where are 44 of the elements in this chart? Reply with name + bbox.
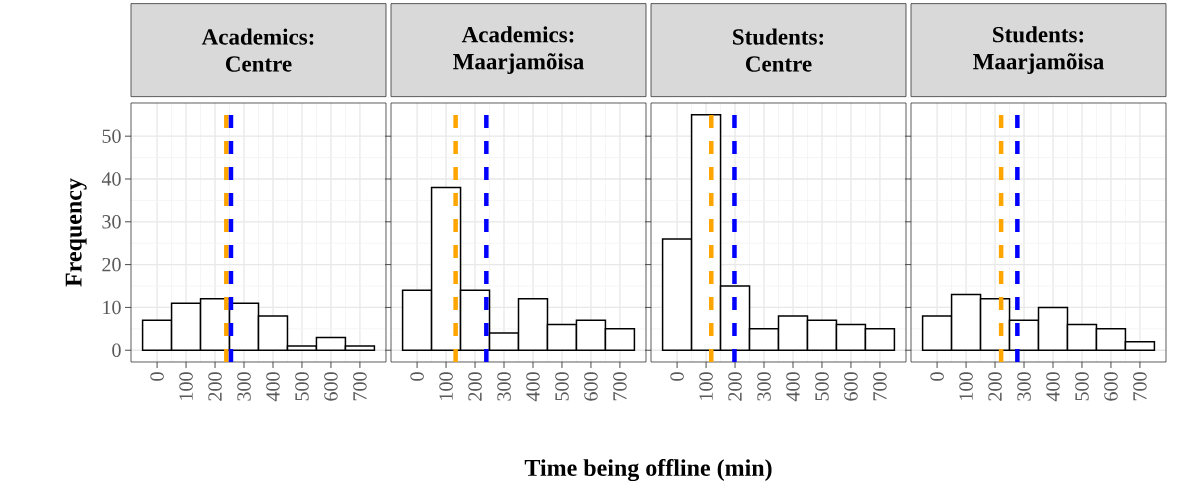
y-tick-label: 0 — [112, 343, 121, 357]
x-tick-label: 600 — [584, 372, 598, 401]
x-axis-title: Time being offline (min) — [524, 458, 772, 482]
x-tick-label: 500 — [1075, 372, 1089, 401]
x-tick-label: 700 — [353, 372, 367, 401]
x-tick-label: 700 — [1133, 372, 1147, 401]
y-tick-label: 50 — [102, 129, 121, 143]
x-tick-label: 100 — [699, 372, 713, 400]
x-tick-label: 100 — [959, 372, 973, 400]
x-tick-label: 300 — [757, 372, 771, 401]
y-tick-label: 10 — [103, 300, 121, 315]
chart-title: Students: Centre — [733, 28, 824, 72]
x-tick-label: 100 — [179, 372, 193, 400]
x-tick-label: 700 — [613, 372, 627, 401]
y-tick-label: 20 — [102, 257, 121, 272]
y-tick-label: 40 — [101, 172, 121, 186]
x-tick-label: 100 — [439, 372, 453, 400]
x-tick-label: 0 — [410, 372, 424, 381]
x-tick-label: 200 — [728, 372, 742, 401]
y-axis-title: Frequency — [65, 178, 87, 287]
x-tick-label: 300 — [497, 372, 511, 401]
x-tick-label: 300 — [237, 372, 251, 401]
x-tick-label: 200 — [468, 372, 482, 401]
x-tick-label: 200 — [208, 372, 222, 401]
x-tick-label: 400 — [786, 372, 800, 402]
x-tick-label: 400 — [266, 372, 280, 402]
chart-title: Students: Maarjamõisa — [973, 26, 1104, 75]
x-tick-label: 400 — [1046, 372, 1060, 402]
y-tick-label: 30 — [102, 215, 121, 229]
x-tick-label: 600 — [324, 372, 338, 401]
x-tick-label: 200 — [988, 372, 1002, 401]
x-tick-label: 500 — [815, 372, 829, 401]
x-tick-label: 0 — [930, 372, 944, 381]
x-tick-label: 400 — [526, 372, 540, 402]
x-tick-label: 500 — [555, 372, 569, 401]
x-tick-label: 0 — [150, 372, 164, 381]
chart-title: Academics: Maarjamõisa — [453, 26, 584, 75]
chart-title: Academics: Centre — [201, 28, 314, 72]
x-tick-label: 500 — [295, 372, 309, 401]
x-tick-label: 300 — [1017, 372, 1031, 401]
x-tick-label: 600 — [844, 372, 858, 401]
x-tick-label: 600 — [1104, 372, 1118, 401]
x-tick-label: 0 — [670, 372, 684, 381]
x-tick-label: 700 — [873, 372, 887, 401]
